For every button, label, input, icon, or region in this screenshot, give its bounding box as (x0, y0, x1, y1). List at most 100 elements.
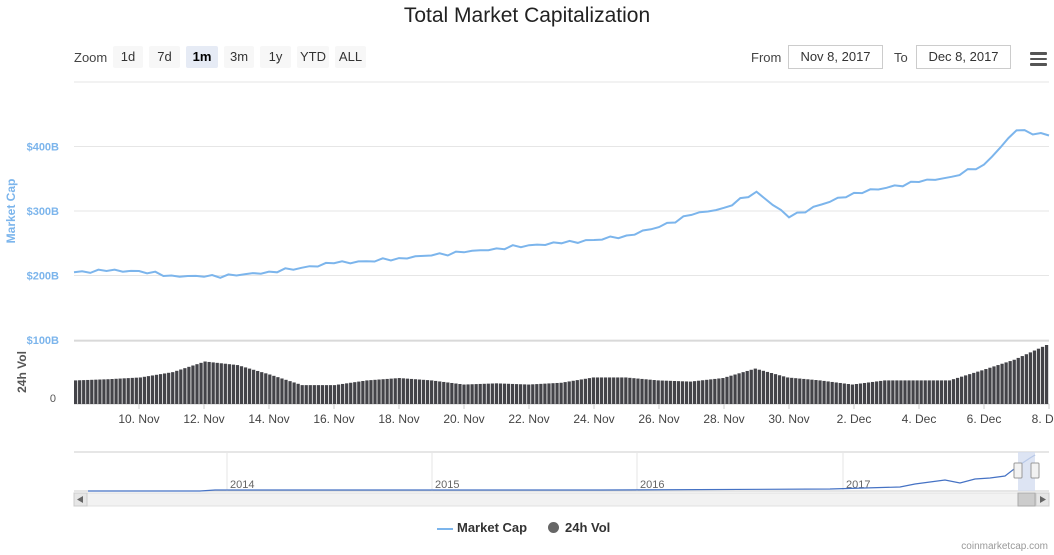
volume-bar (74, 380, 78, 404)
x-tick-label: 2. Dec (837, 412, 872, 426)
zoom-all-button[interactable]: ALL (335, 46, 366, 68)
volume-bar (858, 383, 863, 404)
to-date-input[interactable]: Dec 8, 2017 (916, 45, 1011, 69)
volume-bar (498, 383, 503, 404)
volume-bar (446, 382, 450, 404)
volume-bar (264, 373, 268, 404)
volume-bar (134, 377, 138, 404)
volume-bar (296, 383, 300, 404)
zoom-label: Zoom (74, 50, 108, 65)
scroll-left-arrow-icon (77, 496, 83, 503)
volume-bar (462, 384, 466, 404)
volume-bar (652, 380, 656, 404)
volume-bar (312, 385, 316, 404)
x-tick-label: 30. Nov (768, 412, 809, 426)
volume-bar (846, 384, 850, 404)
volume-bar (947, 380, 952, 404)
y-tick-label: $400B (27, 142, 59, 154)
volume-bar (733, 374, 737, 404)
volume-bar (543, 383, 547, 404)
credit-text: coinmarketcap.com (961, 541, 1048, 552)
volume-bar (284, 379, 288, 404)
x-tick-label: 16. Nov (313, 412, 354, 426)
navigator-year-label: 2017 (846, 479, 870, 491)
volume-bar (567, 381, 571, 404)
volume-bar (86, 379, 90, 404)
volume-bar (955, 377, 960, 404)
volume-bar (110, 379, 114, 404)
volume-bar (466, 384, 470, 404)
legend-market-cap[interactable]: Market Cap (437, 520, 527, 535)
volume-bar (972, 372, 976, 404)
volume-bar (644, 379, 648, 404)
volume-bar (494, 383, 498, 404)
volume-bar (692, 381, 697, 404)
volume-bar (385, 378, 389, 405)
volume-bar (842, 383, 846, 404)
volume-bar (272, 375, 276, 404)
volume-bar (980, 370, 984, 404)
volume-bar (421, 379, 426, 404)
volume-bar (239, 366, 244, 404)
navigator-left-handle (1013, 462, 1023, 479)
volume-bar (802, 378, 806, 405)
volume-zero-label: 0 (50, 393, 56, 405)
volume-bar (308, 385, 312, 404)
volume-bar (964, 375, 968, 404)
legend-market-cap-line-icon (437, 527, 453, 530)
volume-bar (389, 378, 393, 404)
volume-bar (697, 380, 701, 404)
x-tick-label: 8. Dec (1032, 412, 1054, 426)
volume-bar (725, 376, 729, 404)
zoom-1d-button[interactable]: 1d (113, 46, 143, 68)
volume-bar (442, 381, 446, 404)
zoom-ytd-button[interactable]: YTD (297, 46, 329, 68)
scrollbar-track (73, 492, 1050, 507)
volume-bar (345, 383, 349, 404)
volume-bar (547, 383, 551, 404)
volume-bar (612, 377, 616, 404)
volume-bar (571, 380, 575, 404)
volume-bar (559, 382, 563, 404)
zoom-3m-button[interactable]: 3m (224, 46, 254, 68)
volume-bar (943, 380, 948, 404)
volume-bar (745, 370, 749, 404)
volume-bar (1004, 362, 1008, 404)
volume-bar (150, 375, 155, 404)
volume-bar (90, 379, 94, 404)
volume-bar (551, 383, 555, 404)
volume-bar (676, 381, 681, 404)
zoom-1y-button[interactable]: 1y (260, 46, 291, 68)
volume-bar (911, 380, 915, 404)
zoom-7d-button[interactable]: 7d (149, 46, 180, 68)
volume-bar (1020, 356, 1024, 404)
volume-bar (425, 380, 430, 405)
volume-bar (98, 379, 102, 404)
volume-bar (640, 378, 644, 405)
scroll-right-arrow-icon (1040, 496, 1046, 503)
volume-bar (765, 371, 770, 404)
volume-bar (369, 380, 373, 405)
volume-bar (587, 378, 592, 404)
volume-bar (595, 377, 600, 404)
volume-bar (579, 379, 583, 404)
volume-bar (199, 362, 203, 404)
volume-bar (992, 366, 996, 404)
volume-bar (219, 363, 223, 404)
volume-bar (146, 376, 151, 404)
hamburger-menu-icon[interactable] (1030, 52, 1047, 66)
volume-bar (818, 380, 822, 404)
zoom-1m-button[interactable]: 1m (186, 46, 218, 68)
volume-bar (988, 367, 992, 404)
volume-bar (822, 380, 826, 404)
volume-bar (506, 383, 511, 404)
volume-bar (357, 381, 361, 404)
volume-bar (668, 380, 672, 404)
legend-volume[interactable]: 24h Vol (548, 520, 610, 535)
y-tick-label: $100B (27, 335, 59, 347)
volume-bar (717, 378, 721, 404)
volume-bar (102, 379, 106, 404)
volume-bar (203, 361, 207, 404)
volume-bar (603, 377, 608, 404)
from-date-input[interactable]: Nov 8, 2017 (788, 45, 883, 69)
